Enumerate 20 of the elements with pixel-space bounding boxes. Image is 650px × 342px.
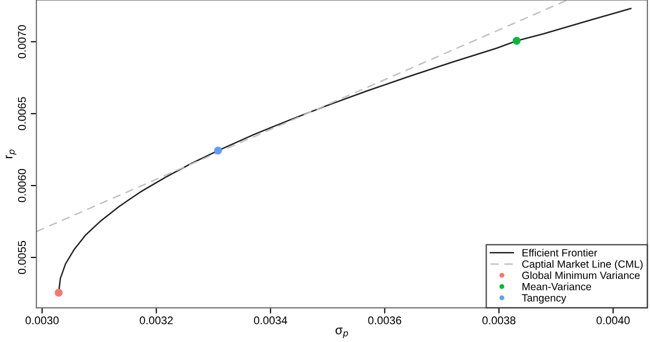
legend-label: Global Minimum Variance <box>522 271 640 280</box>
x-tick-label: 0.0030 <box>26 316 59 324</box>
y-axis-title: r$_{p}$ <box>6 150 16 158</box>
x-tick-label: 0.0036 <box>368 316 402 324</box>
x-tick-label: 0.0040 <box>596 316 630 324</box>
x-tick-label: 0.0038 <box>482 316 516 324</box>
x-axis-title: σ$_{p}$ <box>336 328 348 338</box>
point <box>54 288 63 297</box>
point <box>512 36 521 45</box>
y-tick-label: 0.0055 <box>18 240 26 274</box>
point <box>214 146 222 155</box>
y-tick-label: 0.0065 <box>18 97 26 130</box>
y-tick-label: 0.0070 <box>18 25 26 58</box>
legend-label: Mean-Variance <box>522 282 592 290</box>
legend-label: Captial Market Line (CML) <box>522 260 643 270</box>
x-tick-label: 0.0032 <box>140 316 173 324</box>
legend-label: Efficient Frontier <box>522 248 598 256</box>
x-tick-label: 0.0034 <box>254 316 288 324</box>
y-tick-label: 0.0060 <box>18 168 26 202</box>
legend-label: Tangency <box>522 294 566 304</box>
